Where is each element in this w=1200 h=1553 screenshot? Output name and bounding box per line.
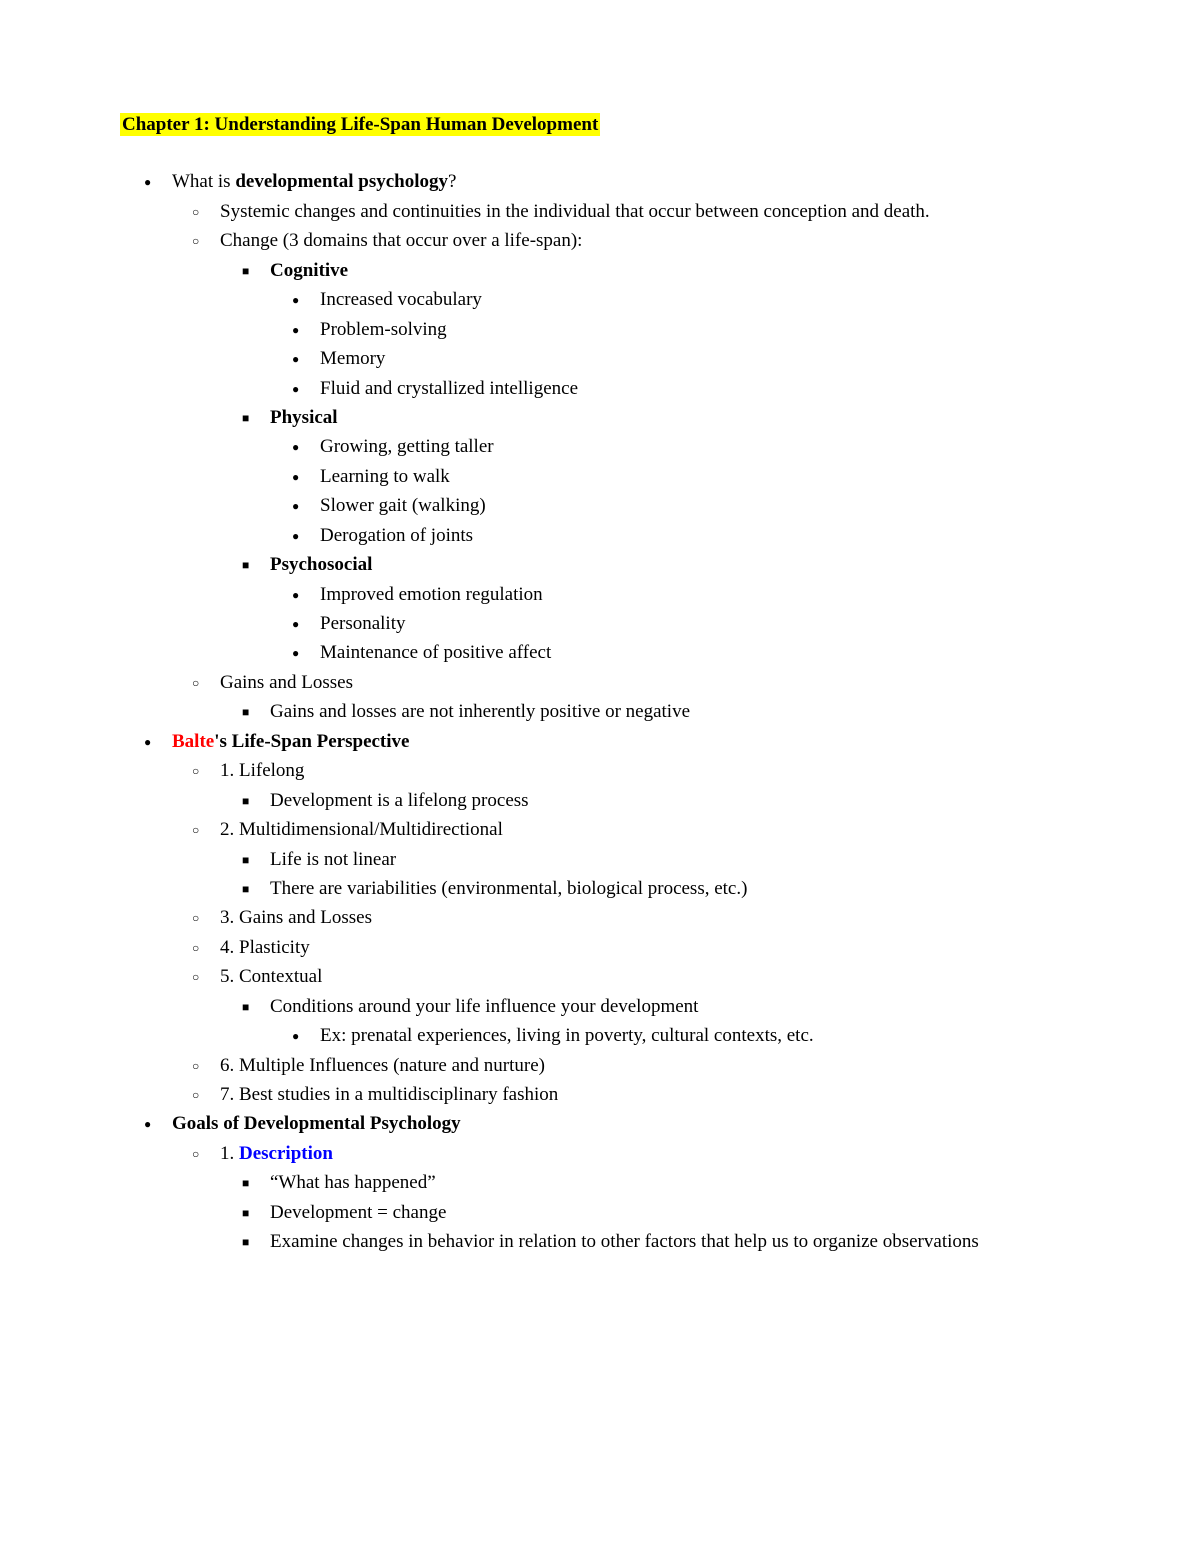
item-phy4: Derogation of joints: [120, 521, 1080, 550]
item-ps3: Maintenance of positive affect: [120, 638, 1080, 667]
item-b2s2: There are variabilities (environmental, …: [120, 874, 1080, 903]
item-phy3: Slower gait (walking): [120, 491, 1080, 520]
item-balte: Balte's Life-Span Perspective: [120, 727, 1080, 756]
item-b5sx: Ex: prenatal experiences, living in pove…: [120, 1021, 1080, 1050]
item-b4: 4. Plasticity: [120, 933, 1080, 962]
item-cog1: Increased vocabulary: [120, 285, 1080, 314]
text: ?: [448, 171, 456, 192]
item-what-is: What is developmental psychology?: [120, 167, 1080, 196]
item-phy1: Growing, getting taller: [120, 432, 1080, 461]
balte-red: Balte: [172, 731, 214, 752]
balte-rest: 's Life-Span Perspective: [214, 731, 409, 752]
item-gl-sub: Gains and losses are not inherently posi…: [120, 697, 1080, 726]
item-phy2: Learning to walk: [120, 462, 1080, 491]
document-page: Chapter 1: Understanding Life-Span Human…: [0, 0, 1200, 1317]
g1-blue: Description: [239, 1143, 333, 1164]
item-b5s: Conditions around your life influence yo…: [120, 992, 1080, 1021]
item-b1: 1. Lifelong: [120, 756, 1080, 785]
item-b6: 6. Multiple Influences (nature and nurtu…: [120, 1051, 1080, 1080]
chapter-title-row: Chapter 1: Understanding Life-Span Human…: [120, 110, 1080, 139]
item-ps1: Improved emotion regulation: [120, 580, 1080, 609]
outline-list: What is developmental psychology? System…: [120, 167, 1080, 1256]
item-cog4: Fluid and crystallized intelligence: [120, 374, 1080, 403]
item-g1: 1. Description: [120, 1139, 1080, 1168]
item-g1s1: “What has happened”: [120, 1168, 1080, 1197]
item-change-intro: Change (3 domains that occur over a life…: [120, 226, 1080, 255]
item-definition: Systemic changes and continuities in the…: [120, 197, 1080, 226]
text: What is: [172, 171, 235, 192]
item-g1s3: Examine changes in behavior in relation …: [120, 1227, 1080, 1256]
item-b5: 5. Contextual: [120, 962, 1080, 991]
item-cognitive: Cognitive: [120, 256, 1080, 285]
item-b2s1: Life is not linear: [120, 845, 1080, 874]
item-goals: Goals of Developmental Psychology: [120, 1109, 1080, 1138]
item-b1s: Development is a lifelong process: [120, 786, 1080, 815]
item-ps2: Personality: [120, 609, 1080, 638]
item-physical: Physical: [120, 403, 1080, 432]
item-b3: 3. Gains and Losses: [120, 903, 1080, 932]
item-cog2: Problem-solving: [120, 315, 1080, 344]
item-b2: 2. Multidimensional/Multidirectional: [120, 815, 1080, 844]
item-g1s2: Development = change: [120, 1198, 1080, 1227]
chapter-title: Chapter 1: Understanding Life-Span Human…: [120, 113, 600, 136]
item-cog3: Memory: [120, 344, 1080, 373]
g1-pre: 1.: [220, 1143, 239, 1164]
item-gains-losses: Gains and Losses: [120, 668, 1080, 697]
bold-term: developmental psychology: [235, 171, 448, 192]
item-b7: 7. Best studies in a multidisciplinary f…: [120, 1080, 1080, 1109]
item-psychosocial: Psychosocial: [120, 550, 1080, 579]
